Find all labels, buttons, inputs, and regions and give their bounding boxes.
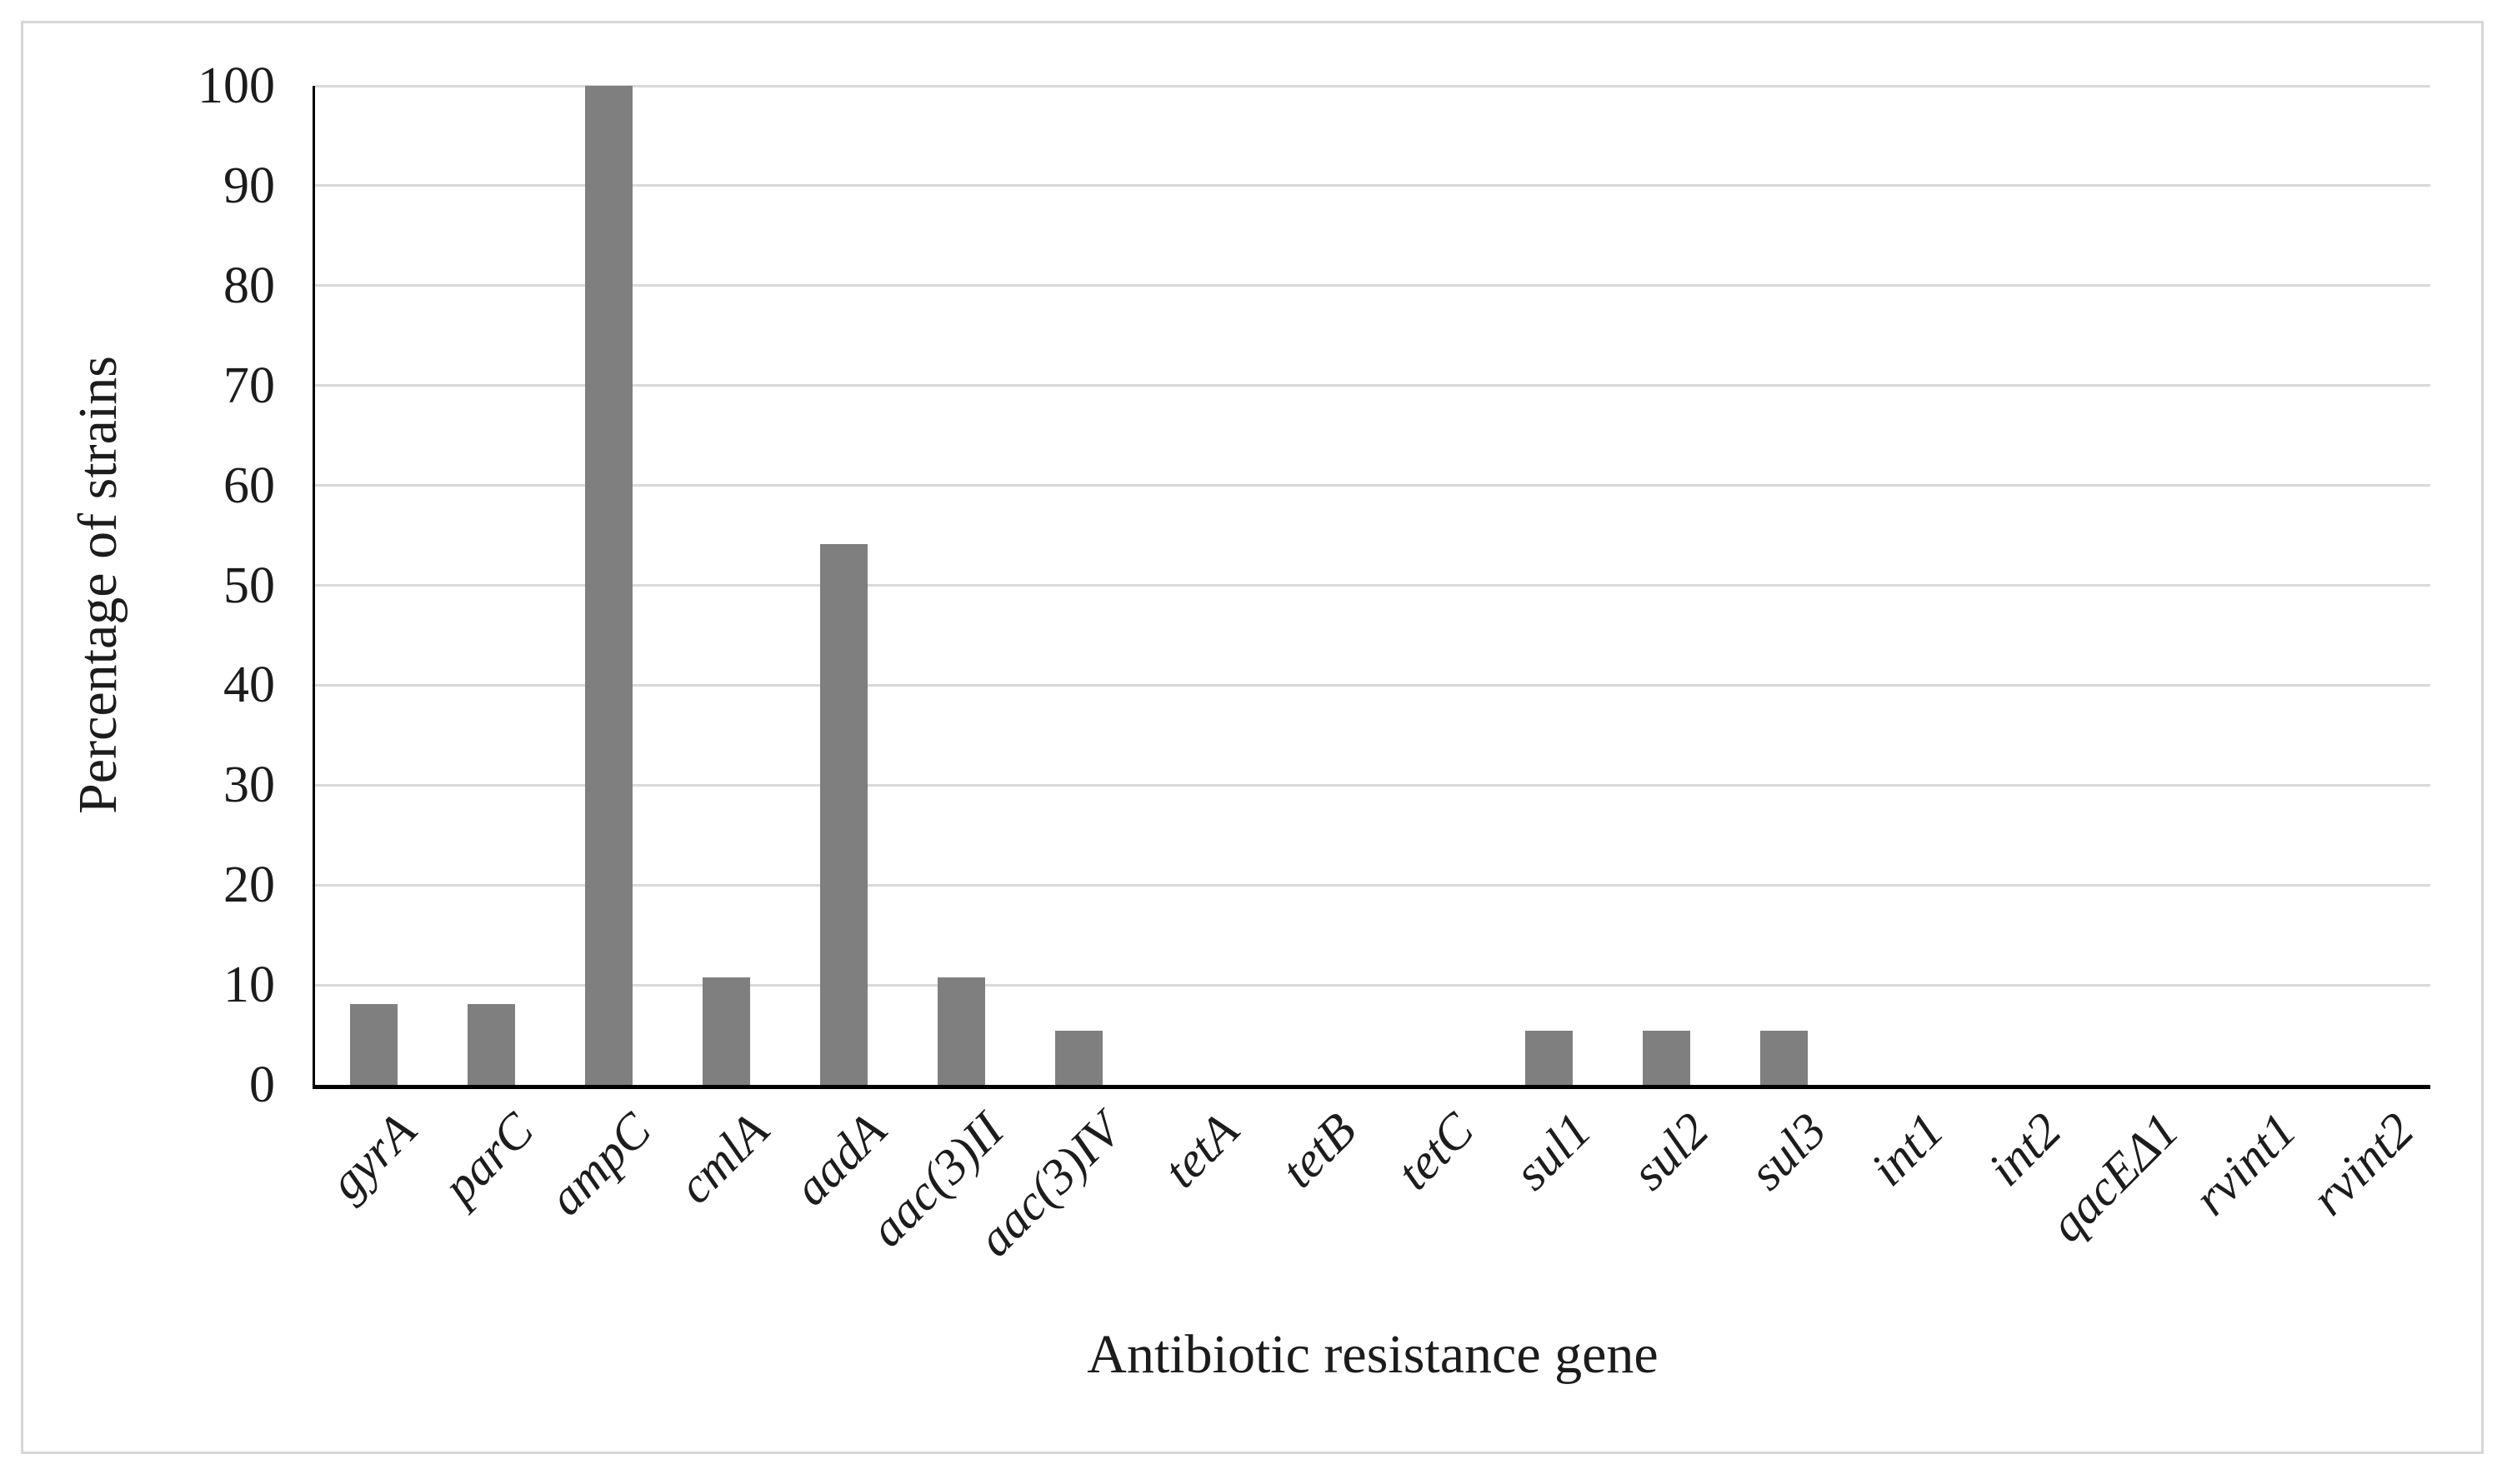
bar-sul1	[1525, 1031, 1573, 1085]
gridline	[315, 683, 2430, 687]
gridline	[315, 584, 2430, 587]
y-tick-label: 50	[223, 557, 275, 614]
gridline	[315, 284, 2430, 287]
gridline	[315, 84, 2430, 87]
bar-sul2	[1643, 1031, 1690, 1085]
x-tick-label: aadA	[782, 1102, 897, 1217]
gridline	[315, 484, 2430, 487]
y-tick-label: 20	[223, 857, 275, 914]
bar-ampC	[585, 86, 633, 1085]
bar-gyrA	[350, 1003, 398, 1085]
bar-cmlA	[703, 977, 750, 1085]
gridline	[315, 983, 2430, 987]
x-tick-label: sul1	[1503, 1102, 1602, 1201]
x-tick-label: sul2	[1620, 1102, 1719, 1201]
bar-aac(3)IV	[1055, 1031, 1103, 1085]
gridline	[315, 384, 2430, 387]
y-tick-label: 30	[223, 757, 275, 814]
y-tick-label: 70	[223, 357, 275, 414]
bar-aac(3)II	[938, 977, 985, 1085]
x-tick-label: cmlA	[667, 1102, 779, 1214]
gridline	[315, 883, 2430, 887]
gridline	[315, 184, 2430, 187]
y-tick-label: 40	[223, 657, 275, 714]
y-axis-line	[313, 86, 315, 1085]
y-axis-tick-labels: 0 10 20 30 40 50 60 70 80 90 100	[0, 60, 275, 1111]
y-tick-label: 100	[198, 57, 275, 114]
x-axis-line	[313, 1085, 2430, 1089]
x-tick-label: gyrA	[318, 1102, 427, 1211]
x-tick-label: tetC	[1385, 1102, 1484, 1201]
bar-sul3	[1760, 1031, 1808, 1085]
gridline	[315, 783, 2430, 787]
y-tick-label: 80	[223, 257, 275, 314]
y-tick-label: 0	[249, 1057, 275, 1113]
x-tick-label: parC	[432, 1102, 544, 1214]
x-tick-label: tetB	[1270, 1102, 1367, 1198]
x-tick-label: qacEΔ1	[2039, 1102, 2189, 1252]
bar-aadA	[820, 544, 868, 1085]
bar-parC	[468, 1003, 515, 1085]
x-tick-label: ampC	[538, 1102, 662, 1226]
x-tick-label: sul3	[1738, 1102, 1837, 1201]
x-tick-label: int2	[1977, 1102, 2072, 1197]
y-tick-label: 90	[223, 157, 275, 214]
y-tick-label: 10	[223, 957, 275, 1014]
x-axis-title: Antibiotic resistance gene	[1087, 1324, 1659, 1385]
figure-frame	[21, 21, 2484, 1454]
x-tick-label: tetA	[1153, 1102, 1249, 1198]
y-tick-label: 60	[223, 457, 275, 514]
plot-area	[313, 84, 2430, 1089]
x-tick-label: int1	[1859, 1102, 1954, 1197]
x-tick-label: rvint1	[2183, 1102, 2307, 1226]
x-tick-label: rvint2	[2300, 1102, 2424, 1226]
